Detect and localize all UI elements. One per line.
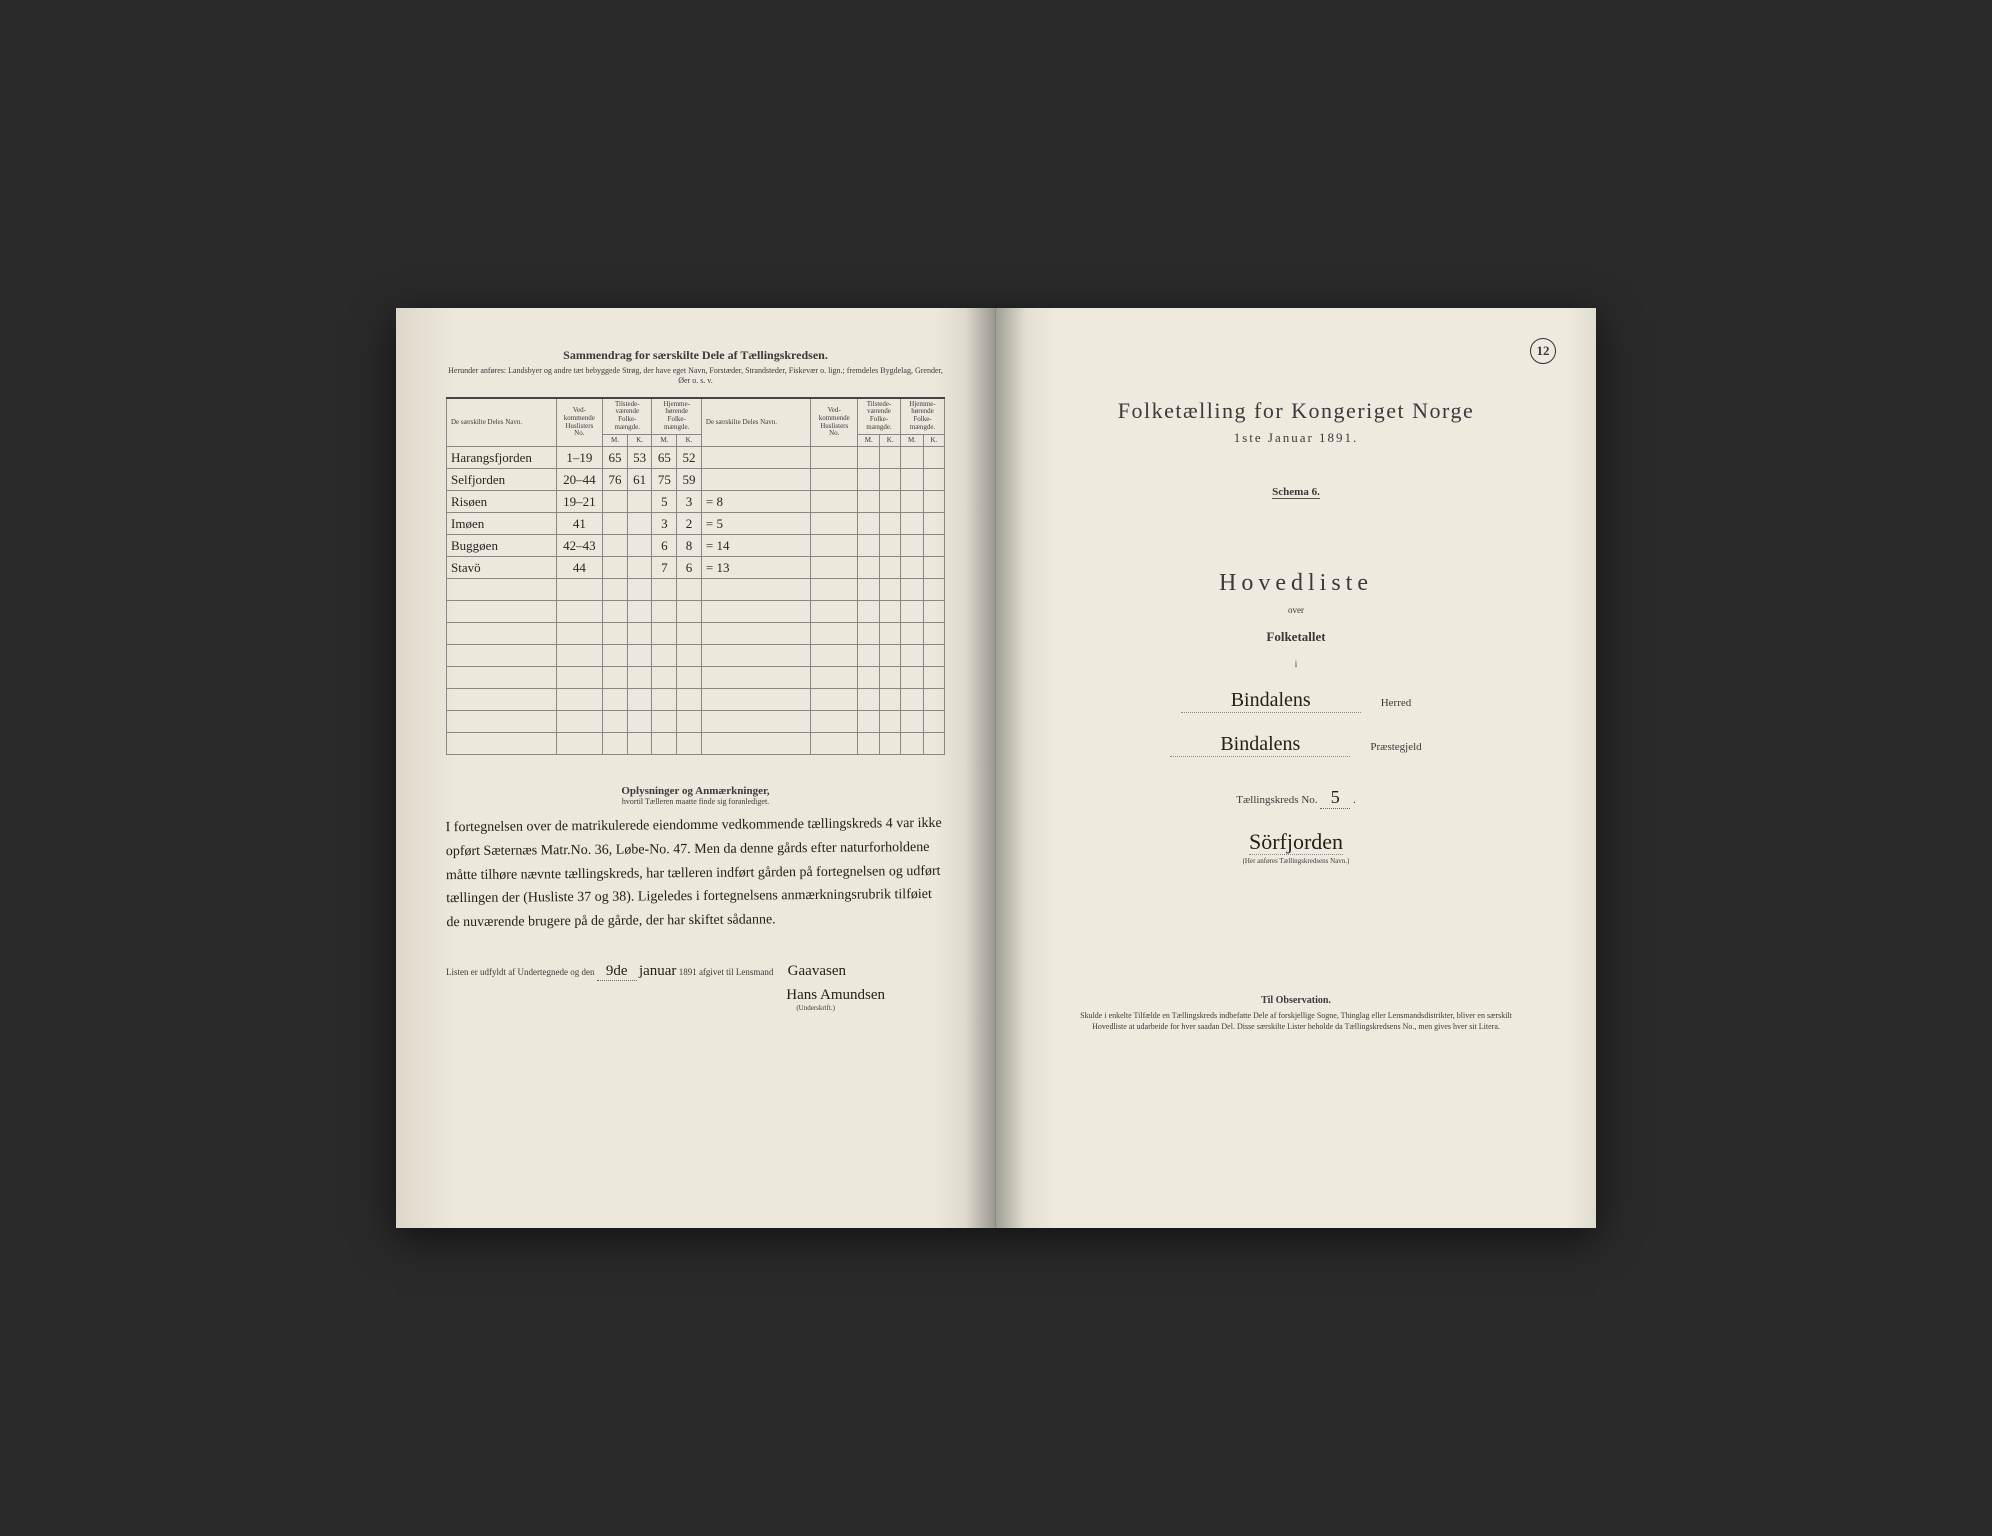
sig-year: 1891 afgivet til Lensmand	[679, 967, 774, 977]
observation-section: Til Observation. Skulde i enkelte Tilfæl…	[1046, 995, 1546, 1032]
kreds-caption: (Her anføres Tællingskredsens Navn.)	[1046, 857, 1546, 865]
table-row: Buggøen42–4368= 14	[447, 535, 945, 557]
th-k: K.	[923, 434, 944, 447]
herred-value: Bindalens	[1181, 689, 1361, 713]
table-row: Harangsfjorden1–1965536552	[447, 447, 945, 469]
th-huslist2: Ved-kommende Huslisters No.	[811, 398, 858, 447]
summary-subtitle: Herunder anføres: Landsbyer og andre tæt…	[446, 366, 945, 387]
table-row-empty	[447, 733, 945, 755]
th-tilstede2: Tilstede-værende Folke-mængde.	[858, 398, 901, 434]
census-table: De særskilte Deles Navn. Ved-kommende Hu…	[446, 397, 945, 755]
sig-prefix: Listen er udfyldt af Undertegnede og den	[446, 967, 594, 977]
herred-row: Bindalens Herred	[1046, 689, 1546, 713]
obs-title: Til Observation.	[1046, 995, 1546, 1006]
folketallet-label: Folketallet	[1046, 629, 1546, 645]
kreds-name: Sörfjorden	[1249, 829, 1343, 855]
hovedliste-heading: Hovedliste	[1046, 570, 1546, 597]
sig-name2: Hans Amundsen	[786, 987, 885, 1003]
th-m: M.	[603, 434, 628, 447]
notes-handwriting: I fortegnelsen over de matrikulerede eie…	[445, 812, 945, 935]
sig-name1: Gaavasen	[788, 963, 846, 979]
signature-section: Listen er udfyldt af Undertegnede og den…	[446, 963, 945, 1012]
table-row-empty	[447, 601, 945, 623]
th-m: M.	[858, 434, 880, 447]
th-name2: De særskilte Deles Navn.	[701, 398, 811, 447]
kreds-row: Tællingskreds No. 5 .	[1046, 787, 1546, 809]
th-m: M.	[901, 434, 924, 447]
table-row-empty	[447, 579, 945, 601]
sig-month: januar	[639, 963, 676, 979]
th-hjemme: Hjemme-hørende Folke-mængde.	[652, 398, 701, 434]
book-spread: Sammendrag for særskilte Dele af Tælling…	[396, 308, 1596, 1228]
th-k: K.	[677, 434, 702, 447]
left-page: Sammendrag for særskilte Dele af Tælling…	[396, 308, 996, 1228]
th-m: M.	[652, 434, 677, 447]
table-row: Stavö4476= 13	[447, 557, 945, 579]
th-huslist: Ved-kommende Huslisters No.	[556, 398, 603, 447]
th-k: K.	[880, 434, 901, 447]
table-row-empty	[447, 623, 945, 645]
census-date: 1ste Januar 1891.	[1046, 430, 1546, 446]
table-row: Imøen4132= 5	[447, 513, 945, 535]
table-row: Selfjorden20–4476617559	[447, 469, 945, 491]
summary-title: Sammendrag for særskilte Dele af Tælling…	[446, 348, 945, 363]
table-row: Risøen19–2153= 8	[447, 491, 945, 513]
sig-caption: (Underskrift.)	[446, 1004, 945, 1012]
notes-subtitle: hvortil Tælleren maatte finde sig foranl…	[446, 797, 945, 806]
kreds-label: Tællingskreds No.	[1236, 794, 1317, 806]
sig-day: 9de	[597, 963, 637, 981]
th-hjemme2: Hjemme-hørende Folke-mængde.	[901, 398, 945, 434]
table-row-empty	[447, 689, 945, 711]
table-row-empty	[447, 645, 945, 667]
herred-label: Herred	[1381, 697, 1412, 709]
notes-section: Oplysninger og Anmærkninger, hvortil Tæl…	[446, 785, 945, 933]
th-tilstede: Tilstede-værende Folke-mængde.	[603, 398, 652, 434]
praeste-label: Præstegjeld	[1370, 741, 1421, 753]
th-name: De særskilte Deles Navn.	[447, 398, 557, 447]
right-page: 12 Folketælling for Kongeriget Norge 1st…	[996, 308, 1596, 1228]
kreds-number: 5	[1320, 787, 1350, 809]
spine-shadow	[965, 308, 995, 1228]
notes-title: Oplysninger og Anmærkninger,	[446, 785, 945, 797]
table-row-empty	[447, 667, 945, 689]
page-number: 12	[1530, 338, 1556, 364]
i-label: i	[1046, 659, 1546, 669]
praeste-value: Bindalens	[1170, 733, 1350, 757]
praestegjeld-row: Bindalens Præstegjeld	[1046, 733, 1546, 757]
over-label: over	[1046, 605, 1546, 615]
spine-shadow	[996, 308, 1026, 1228]
table-row-empty	[447, 711, 945, 733]
th-k: K.	[627, 434, 652, 447]
census-title: Folketælling for Kongeriget Norge	[1046, 398, 1546, 424]
kreds-name-row: Sörfjorden	[1046, 829, 1546, 855]
schema-label: Schema 6.	[1272, 486, 1320, 499]
obs-text: Skulde i enkelte Tilfælde en Tællingskre…	[1046, 1010, 1546, 1032]
